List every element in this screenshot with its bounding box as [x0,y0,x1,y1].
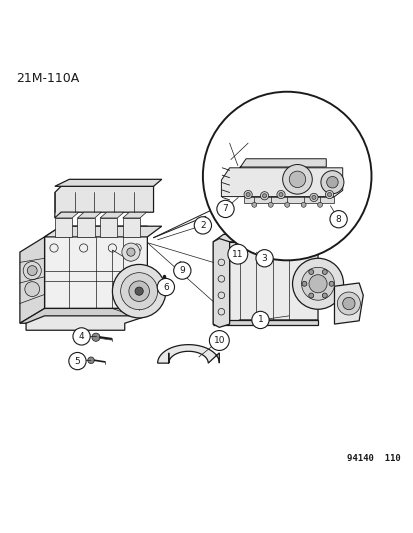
Circle shape [322,293,327,298]
Polygon shape [221,168,342,197]
Polygon shape [45,226,147,309]
Circle shape [228,244,247,264]
Circle shape [301,281,306,286]
Circle shape [194,217,211,234]
Text: 8: 8 [335,215,341,224]
Polygon shape [77,212,101,218]
Text: 11: 11 [232,249,243,259]
Polygon shape [245,233,280,248]
Circle shape [301,268,334,300]
Circle shape [128,281,149,302]
Polygon shape [55,212,78,218]
Circle shape [308,270,313,274]
Text: 94140  110: 94140 110 [346,454,399,463]
Circle shape [327,192,331,197]
Circle shape [216,200,234,217]
Polygon shape [55,179,161,187]
Circle shape [112,264,166,318]
Circle shape [282,165,311,194]
Polygon shape [20,237,45,323]
Circle shape [337,292,359,315]
Circle shape [243,190,252,199]
Polygon shape [45,226,161,237]
Circle shape [260,192,268,200]
Circle shape [326,176,337,188]
Polygon shape [122,212,146,218]
Polygon shape [100,218,117,237]
Polygon shape [100,212,123,218]
Text: 5: 5 [74,357,80,366]
Circle shape [69,352,86,370]
Polygon shape [55,187,153,218]
Polygon shape [229,248,317,325]
Circle shape [328,281,333,286]
Circle shape [73,328,90,345]
Circle shape [317,203,322,207]
Circle shape [209,330,229,351]
Circle shape [23,262,41,280]
Circle shape [284,203,289,207]
Polygon shape [77,218,95,237]
Text: 6: 6 [163,282,169,292]
Circle shape [308,293,313,298]
Circle shape [173,262,190,279]
Polygon shape [26,316,147,330]
Circle shape [121,243,140,261]
Text: 3: 3 [261,254,267,263]
Circle shape [255,249,273,267]
Circle shape [300,203,305,207]
Circle shape [320,171,343,193]
Circle shape [120,273,157,310]
Polygon shape [239,159,325,168]
Polygon shape [334,283,362,324]
Text: 4: 4 [78,332,84,341]
Circle shape [311,196,315,199]
Circle shape [202,92,370,260]
Circle shape [309,193,317,201]
Circle shape [245,192,249,197]
Circle shape [292,259,343,309]
Polygon shape [213,239,229,327]
Polygon shape [243,197,334,203]
Circle shape [268,203,273,207]
Circle shape [251,311,268,329]
Circle shape [342,297,354,310]
Circle shape [25,282,40,296]
Circle shape [325,190,333,199]
Polygon shape [20,309,147,323]
Circle shape [88,357,94,364]
Circle shape [157,278,174,296]
Text: 9: 9 [179,266,185,275]
Circle shape [329,211,347,228]
Circle shape [126,248,135,256]
Text: 2: 2 [199,221,205,230]
Circle shape [276,190,285,199]
Circle shape [308,274,326,293]
Text: 21M-110A: 21M-110A [16,72,79,85]
Circle shape [278,192,282,197]
Text: 10: 10 [213,336,225,345]
Polygon shape [122,218,140,237]
Circle shape [135,287,143,295]
Circle shape [262,193,266,198]
Circle shape [322,270,327,274]
Text: 7: 7 [222,205,228,213]
Circle shape [92,333,100,341]
Polygon shape [213,242,239,324]
Polygon shape [213,235,317,242]
Polygon shape [55,218,72,237]
Circle shape [27,265,37,276]
Polygon shape [157,345,219,363]
Circle shape [251,203,256,207]
Text: 1: 1 [257,316,263,325]
Circle shape [289,171,305,188]
Polygon shape [213,320,317,325]
